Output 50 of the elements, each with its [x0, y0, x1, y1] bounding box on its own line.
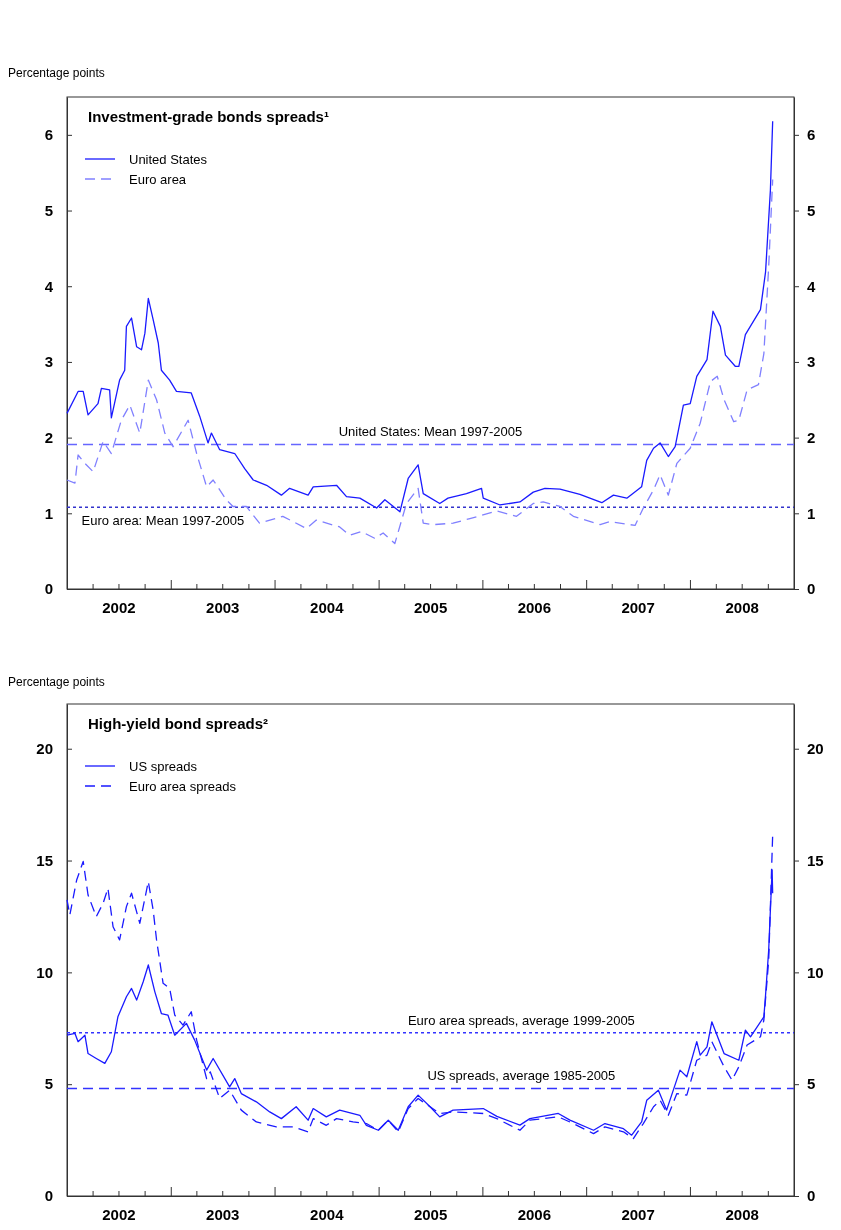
- y-tick-label: 6: [44, 126, 53, 144]
- x-tick-label: 2007: [621, 1205, 655, 1223]
- y-tick-label: 5: [44, 201, 53, 219]
- ref-line-label: United States: Mean 1997-2005: [338, 424, 523, 440]
- legend-label: Euro area spreads: [129, 779, 237, 794]
- ref-line-label: Euro area spreads, average 1999-2005: [407, 1012, 635, 1028]
- y2-tick-label: 10: [807, 963, 824, 981]
- x-tick-label: 2004: [310, 1205, 345, 1223]
- x-tick-label: 2006: [517, 598, 552, 616]
- y2-tick-label: 0: [807, 580, 816, 598]
- y2-tick-label: 3: [807, 353, 816, 371]
- legend-label: Euro area: [129, 172, 187, 187]
- x-tick-label: 2007: [621, 598, 655, 616]
- y2-tick-label: 5: [807, 1075, 816, 1093]
- y2-tick-label: 4: [807, 277, 816, 295]
- y2-tick-label: 0: [807, 1187, 816, 1205]
- y-tick-label: 20: [36, 740, 53, 758]
- y-tick-label: 5: [44, 1075, 53, 1093]
- text: Investment-grade bonds spreads¹: [88, 108, 329, 125]
- ref-line-label: Euro area: Mean 1997-2005: [81, 513, 245, 529]
- x-tick-label: 2005: [413, 598, 448, 616]
- y-tick-label: 4: [44, 277, 54, 295]
- y2-tick-label: 5: [807, 201, 816, 219]
- y2-tick-label: 1: [807, 504, 816, 522]
- legend-label: US spreads: [129, 759, 198, 774]
- y-tick-label: 3: [44, 353, 53, 371]
- x-tick-label: 2008: [725, 1205, 759, 1223]
- y-tick-label: 1: [44, 504, 53, 522]
- x-tick-label: 2003: [206, 598, 240, 616]
- y2-tick-label: 6: [807, 126, 816, 144]
- y2-tick-label: 2: [807, 428, 816, 446]
- y-axis-title: Percentage points: [8, 675, 105, 689]
- y-tick-label: 2: [44, 428, 53, 446]
- y-tick-label: 10: [36, 963, 53, 981]
- y-tick-label: 0: [44, 1187, 53, 1205]
- text: High-yield bond spreads²: [88, 715, 269, 732]
- x-tick-label: 2003: [206, 1205, 240, 1223]
- ref-line-label: US spreads, average 1985-2005: [427, 1068, 616, 1084]
- y-tick-label: 0: [44, 580, 53, 598]
- legend-label: United States: [129, 152, 208, 167]
- y2-tick-label: 15: [807, 851, 824, 869]
- y-axis-title: Percentage points: [8, 66, 105, 80]
- y2-tick-label: 20: [807, 740, 824, 758]
- x-tick-label: 2008: [725, 598, 759, 616]
- x-tick-label: 2005: [413, 1205, 448, 1223]
- x-tick-label: 2006: [517, 1205, 552, 1223]
- y-tick-label: 15: [36, 851, 53, 869]
- x-tick-label: 2004: [310, 598, 345, 616]
- x-tick-label: 2002: [102, 1205, 136, 1223]
- x-tick-label: 2002: [102, 598, 136, 616]
